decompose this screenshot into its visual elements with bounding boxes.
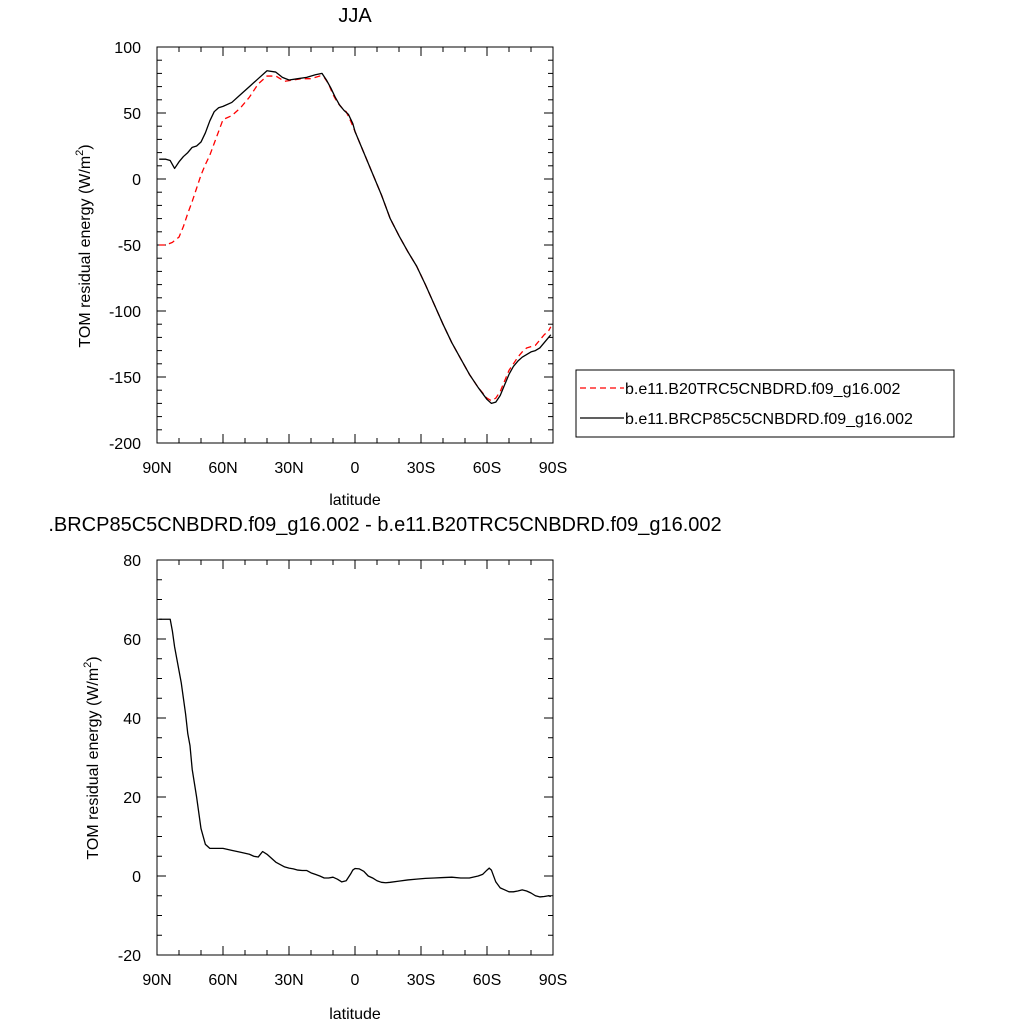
- y-axis-label-superscript: 2: [82, 662, 94, 668]
- y-tick-label: 80: [123, 553, 141, 570]
- y-axis-label-text: TOM residual energy (W/m: [85, 668, 102, 860]
- x-tick-label: 60N: [208, 460, 237, 477]
- y-axis-label-superscript: 2: [74, 150, 86, 156]
- y-axis-label-close: ): [85, 656, 102, 661]
- x-tick-label: 30S: [407, 972, 435, 989]
- chart-title: .BRCP85C5CNBDRD.f09_g16.002 - b.e11.B20T…: [48, 514, 721, 536]
- plot-frame: [156, 46, 554, 444]
- series-line-dashed-red: [159, 75, 552, 402]
- plot-area: 90N 60N 30N 0 30S 60S 90S -200 -150 -100 -50 0 50 100: [109, 40, 567, 477]
- chart-panel-top: JJA 90N 60N 30N 0 30S 60S 90S -200 -150 -100 -50 0 5…: [74, 5, 955, 509]
- legend: b.e11.B20TRC5CNBDRD.f09_g16.002 b.e11.BR…: [575, 369, 955, 438]
- series-line-solid-black: [159, 70, 552, 405]
- y-tick-label: 20: [123, 790, 141, 807]
- y-tick-label: -20: [118, 948, 141, 965]
- plot-area: 90N 60N 30N 0 30S 60S 90S -20 0 20 40 60 80: [118, 553, 567, 989]
- y-axis-label: TOM residual energy (W/m2): [82, 656, 102, 859]
- x-tick-label: 0: [351, 972, 360, 989]
- legend-label: b.e11.BRCP85C5CNBDRD.f09_g16.002: [625, 411, 913, 428]
- series-line-solid-black: [159, 618, 552, 898]
- x-tick-label: 30N: [274, 972, 303, 989]
- x-tick-label: 30N: [274, 460, 303, 477]
- y-tick-label: -100: [109, 304, 141, 321]
- y-tick-label: 100: [114, 40, 141, 57]
- y-tick-label: 50: [123, 106, 141, 123]
- x-tick-label: 0: [351, 460, 360, 477]
- y-tick-label: -200: [109, 436, 141, 453]
- chart-panel-bottom: .BRCP85C5CNBDRD.f09_g16.002 - b.e11.B20T…: [48, 514, 721, 1023]
- legend-label: b.e11.B20TRC5CNBDRD.f09_g16.002: [625, 381, 901, 398]
- y-tick-label: 0: [132, 869, 141, 886]
- y-tick-label: 40: [123, 711, 141, 728]
- plot-frame: [156, 559, 554, 956]
- x-tick-label: 60N: [208, 972, 237, 989]
- y-tick-label: -50: [118, 238, 141, 255]
- x-tick-label: 30S: [407, 460, 435, 477]
- x-tick-label: 90N: [142, 972, 171, 989]
- x-tick-label: 90N: [142, 460, 171, 477]
- y-tick-label: 60: [123, 632, 141, 649]
- y-tick-label: -150: [109, 370, 141, 387]
- y-axis-label-close: ): [77, 144, 94, 149]
- y-tick-label: 0: [132, 172, 141, 189]
- chart-title: JJA: [338, 5, 372, 27]
- x-tick-label: 60S: [473, 460, 501, 477]
- x-tick-label: 90S: [539, 460, 567, 477]
- x-axis-label: latitude: [329, 1006, 381, 1023]
- x-axis-label: latitude: [329, 492, 381, 509]
- legend-box: [575, 369, 955, 438]
- y-axis-label-text: TOM residual energy (W/m: [77, 156, 94, 348]
- x-tick-label: 60S: [473, 972, 501, 989]
- x-tick-label: 90S: [539, 972, 567, 989]
- y-axis-label: TOM residual energy (W/m2): [74, 144, 94, 347]
